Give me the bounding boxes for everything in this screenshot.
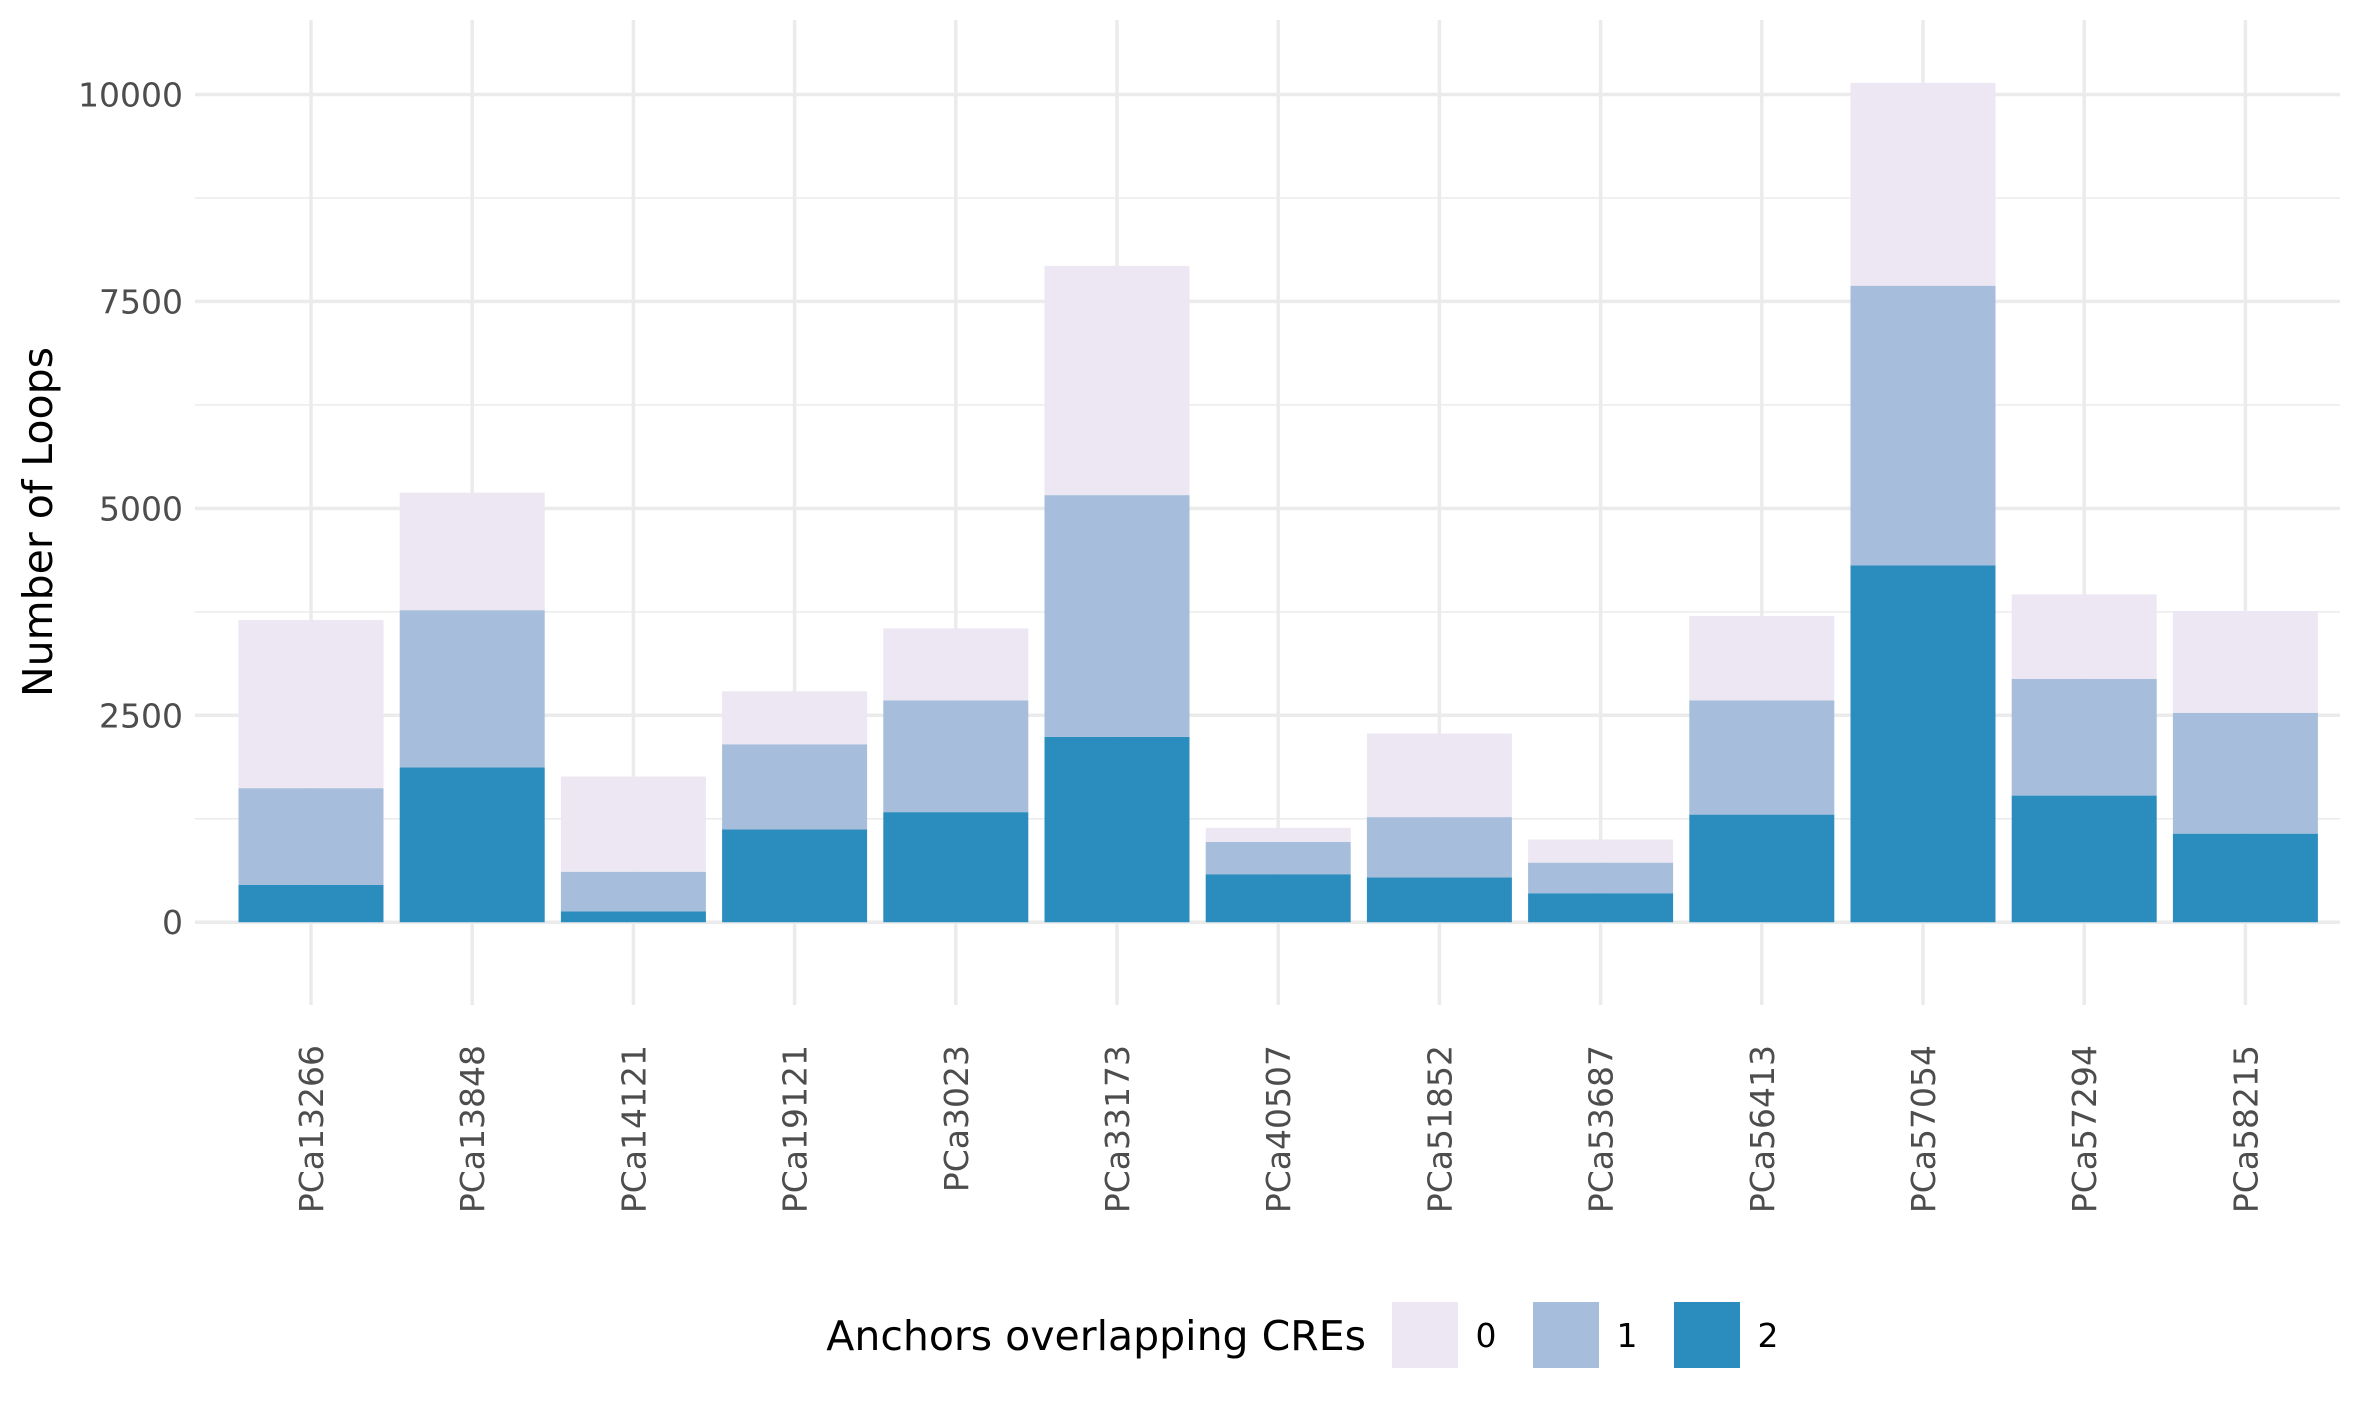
bar-segment — [560, 911, 706, 923]
y-tick-label: 7500 — [99, 282, 183, 321]
bar-segment — [883, 700, 1029, 813]
bar-segment — [238, 620, 384, 789]
bar-segment — [1528, 839, 1674, 863]
bar-segment — [2172, 833, 2318, 923]
bars — [238, 82, 2318, 923]
x-tick-label: PCa57294 — [2065, 1045, 2104, 1213]
bar-segment — [2172, 611, 2318, 713]
x-axis-ticks: PCa13266 PCa13848 PCa14121 PCa19121 PCa3023 P… — [292, 1045, 2265, 1213]
bar-segment — [560, 776, 706, 872]
bar-segment — [1044, 495, 1190, 737]
bar-segment — [883, 628, 1029, 701]
bar-segment — [238, 884, 384, 923]
bar-segment — [1205, 841, 1351, 875]
bar-segment — [399, 767, 545, 923]
bar-segment — [399, 492, 545, 611]
bar-segment — [1689, 814, 1835, 923]
legend-swatch — [1533, 1302, 1599, 1368]
y-tick-label: 2500 — [99, 696, 183, 735]
bar-segment — [1528, 893, 1674, 923]
x-tick-label: PCa33173 — [1098, 1045, 1137, 1213]
x-tick-label: PCa53687 — [1582, 1045, 1621, 1213]
x-tick-label: PCa14121 — [614, 1045, 653, 1213]
legend-label: 2 — [1758, 1316, 1779, 1355]
bar-segment — [722, 744, 868, 830]
bar-segment — [722, 829, 868, 923]
bar-segment — [1528, 862, 1674, 894]
bar-segment — [2011, 795, 2157, 923]
x-tick-label: PCa19121 — [776, 1045, 815, 1213]
x-tick-label: PCa3023 — [937, 1045, 976, 1192]
bar-segment — [1366, 817, 1512, 878]
bar-segment — [1850, 82, 1996, 286]
legend-label: 1 — [1617, 1316, 1638, 1355]
bar-segment — [238, 788, 384, 885]
bar-segment — [1205, 874, 1351, 923]
x-tick-label: PCa56413 — [1743, 1045, 1782, 1213]
bar-segment — [1366, 733, 1512, 818]
bar-segment — [399, 610, 545, 768]
bar-segment — [2172, 712, 2318, 834]
bar-segment — [1689, 700, 1835, 815]
legend-title: Anchors overlapping CREs — [826, 1312, 1366, 1360]
legend-swatch — [1392, 1302, 1458, 1368]
bar-segment — [1850, 565, 1996, 923]
x-tick-label: PCa13848 — [453, 1045, 492, 1213]
y-tick-label: 10000 — [78, 75, 183, 114]
y-tick-label: 5000 — [99, 489, 183, 528]
bar-segment — [1366, 877, 1512, 923]
bar-segment — [1689, 615, 1835, 701]
legend-label: 0 — [1476, 1316, 1497, 1355]
y-axis-title: Number of Loops — [14, 347, 62, 697]
bar-segment — [1850, 285, 1996, 566]
bar-segment — [2011, 594, 2157, 679]
bar-segment — [1205, 827, 1351, 842]
bar-segment — [1044, 265, 1190, 496]
bar-segment — [1044, 736, 1190, 923]
legend: Anchors overlapping CREs 0 1 2 — [826, 1302, 1779, 1368]
x-tick-label: PCa13266 — [292, 1045, 331, 1213]
y-axis-ticks: 0 2500 5000 7500 10000 — [78, 75, 183, 942]
legend-swatch — [1674, 1302, 1740, 1368]
x-tick-label: PCa40507 — [1259, 1045, 1298, 1213]
bar-segment — [883, 812, 1029, 923]
x-tick-label: PCa51852 — [1420, 1045, 1459, 1213]
bar-segment — [560, 871, 706, 912]
x-tick-label: PCa57054 — [1904, 1045, 1943, 1213]
y-tick-label: 0 — [162, 903, 183, 942]
legend-keys: 0 1 2 — [1392, 1302, 1779, 1368]
bar-segment — [722, 691, 868, 745]
x-tick-label: PCa58215 — [2226, 1045, 2265, 1213]
bar-segment — [2011, 678, 2157, 796]
